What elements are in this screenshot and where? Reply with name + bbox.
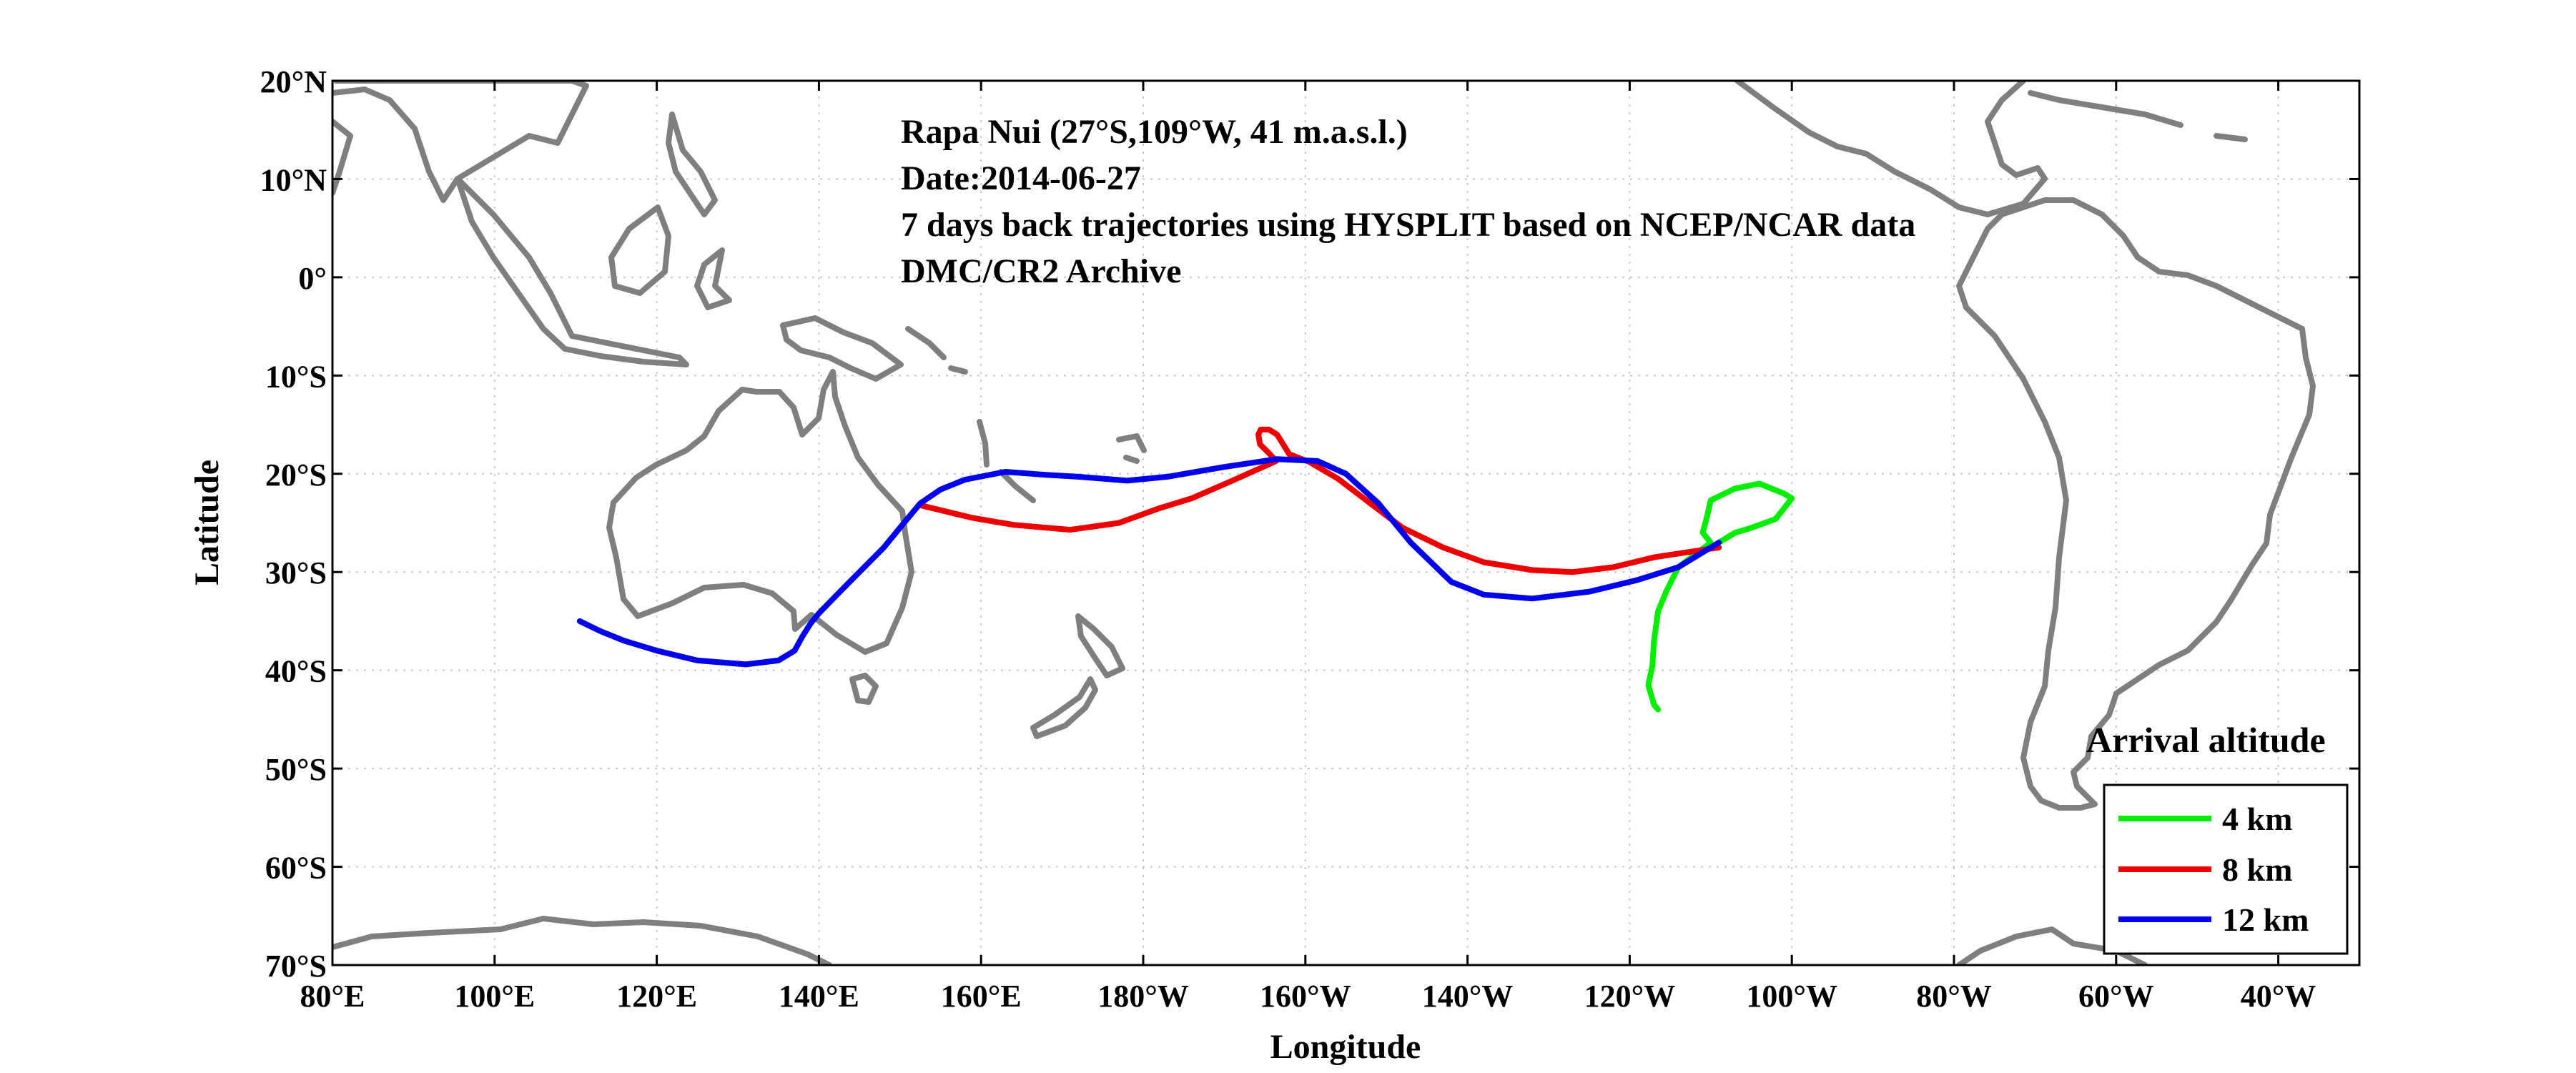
x-tick-label: 80°W (1916, 979, 1992, 1014)
legend-title: Arrival altitude (2086, 720, 2326, 760)
trajectory-8km (917, 426, 1722, 575)
y-axis-label: Latitude (188, 460, 226, 585)
legend-label-4km: 4 km (2222, 801, 2292, 837)
coast-new-zealand-north (1075, 613, 1125, 678)
x-tick-label: 100°W (1746, 979, 1837, 1014)
title-line-4: DMC/CR2 Archive (901, 252, 1181, 290)
y-tick-label: 50°S (265, 752, 327, 787)
title-line-3: 7 days back trajectories using HYSPLIT b… (901, 206, 1915, 244)
coast-vanuatu (977, 419, 990, 468)
y-tick-label: 70°S (265, 949, 327, 984)
coast-north-america (1734, 81, 2048, 217)
coast-sulawesi (694, 247, 732, 310)
trajectory-series (576, 426, 1795, 713)
coast-solomon (905, 326, 968, 375)
trajectory-4km (1645, 480, 1795, 713)
x-tick-label: 180°W (1097, 979, 1189, 1014)
y-tick-label: 10°N (260, 162, 327, 197)
title-line-1: Rapa Nui (27°S,109°W, 41 m.a.s.l.) (901, 113, 1408, 151)
title-line-2: Date:2014-06-27 (901, 159, 1141, 197)
y-tick-label: 0° (298, 261, 327, 296)
x-tick-label: 160°W (1260, 979, 1351, 1014)
coast-new-guinea (780, 315, 904, 382)
legend-label-8km: 8 km (2222, 851, 2292, 888)
y-tick-label: 20°S (265, 458, 327, 493)
coast-tasmania (849, 673, 879, 705)
legend: 4 km 8 km 12 km (2103, 783, 2349, 955)
y-tick-label: 20°N (260, 64, 327, 99)
y-tick-label: 10°S (265, 359, 327, 394)
coast-sumatra-java (455, 176, 689, 367)
coast-south-america (1956, 197, 2316, 811)
coast-india-east (332, 119, 353, 196)
trajectory-12km (576, 456, 1722, 668)
coast-new-zealand-south (1030, 676, 1098, 739)
coast-fiji (1116, 433, 1147, 464)
y-tick-label: 40°S (265, 654, 327, 689)
x-tick-label: 120°E (616, 979, 697, 1014)
x-tick-label: 100°E (454, 979, 535, 1014)
x-tick-label: 80°E (300, 979, 365, 1014)
coast-caribbean (2028, 90, 2248, 142)
x-tick-label: 140°E (779, 979, 859, 1014)
coast-australia (606, 369, 914, 655)
x-tick-label: 140°W (1422, 979, 1514, 1014)
x-tick-label: 40°W (2241, 979, 2316, 1014)
coast-se-asia (332, 81, 589, 203)
x-tick-label: 60°W (2078, 979, 2154, 1014)
title-block: Rapa Nui (27°S,109°W, 41 m.a.s.l.) Date:… (901, 113, 1915, 290)
coast-philippines (666, 112, 718, 217)
y-tick-label: 60°S (265, 851, 327, 886)
x-tick-label: 120°W (1584, 979, 1676, 1014)
coast-new-caledonia (998, 469, 1036, 503)
x-tick-label: 160°E (941, 979, 1022, 1014)
grid-lines (332, 80, 2359, 966)
plot-frame (331, 79, 2361, 966)
coast-borneo (608, 204, 671, 296)
coast-antarctica-west (332, 916, 832, 965)
legend-label-12km: 12 km (2222, 901, 2309, 938)
y-tick-label: 30°S (265, 555, 327, 590)
x-axis-label: Longitude (1270, 1028, 1421, 1066)
axis-ticks: 80°E 100°E 120°E 140°E 160°E 180°W 160°W 140°W 1… (260, 64, 2359, 1014)
